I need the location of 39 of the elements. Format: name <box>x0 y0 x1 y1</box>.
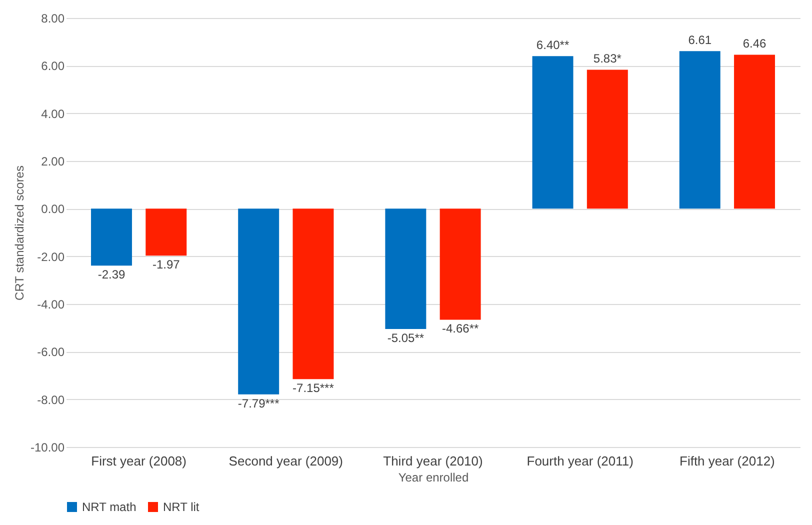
data-label: -1.97 <box>152 258 180 272</box>
y-tick-label: -10.00 <box>30 440 65 454</box>
y-tick-label: -6.00 <box>37 345 65 360</box>
bar <box>532 56 574 209</box>
bar <box>440 208 481 320</box>
data-label: 6.61 <box>688 33 712 48</box>
data-label: -4.66** <box>442 322 479 336</box>
bar <box>91 208 132 266</box>
x-tick-label: Fifth year (2012) <box>680 454 775 468</box>
bar <box>586 70 628 209</box>
y-tick-label: 6.00 <box>41 59 65 74</box>
legend-label: NRT lit <box>163 500 200 514</box>
x-tick-label: Third year (2010) <box>383 454 483 468</box>
x-tick-label: First year (2008) <box>91 454 186 468</box>
x-axis-title: Year enrolled <box>398 470 469 484</box>
legend-label: NRT math <box>82 500 136 514</box>
y-tick-label: -2.00 <box>37 250 65 264</box>
data-label: -5.05** <box>387 331 424 346</box>
y-tick-label: -4.00 <box>37 298 65 312</box>
data-label: 6.46 <box>742 36 767 51</box>
bar <box>679 51 720 209</box>
bar <box>385 208 426 330</box>
y-axis-title: CRT standardized scores <box>12 166 26 300</box>
data-label: -2.39 <box>98 268 126 282</box>
y-tick-label: -8.00 <box>37 392 65 407</box>
data-label: -7.79*** <box>238 396 280 410</box>
y-tick-label: 0.00 <box>41 202 65 216</box>
data-label: 5.83* <box>593 52 622 66</box>
bar <box>238 208 280 394</box>
bar <box>292 208 334 380</box>
y-tick-label: 4.00 <box>41 106 65 121</box>
bar <box>146 208 187 256</box>
data-label: 6.40** <box>536 38 570 52</box>
x-tick-label: Fourth year (2011) <box>526 454 634 468</box>
data-label: -7.15*** <box>292 381 334 396</box>
y-tick-label: 2.00 <box>41 154 65 168</box>
x-tick-label: Second year (2009) <box>228 454 343 468</box>
y-tick-label: 8.00 <box>41 12 65 26</box>
bar <box>734 54 775 209</box>
